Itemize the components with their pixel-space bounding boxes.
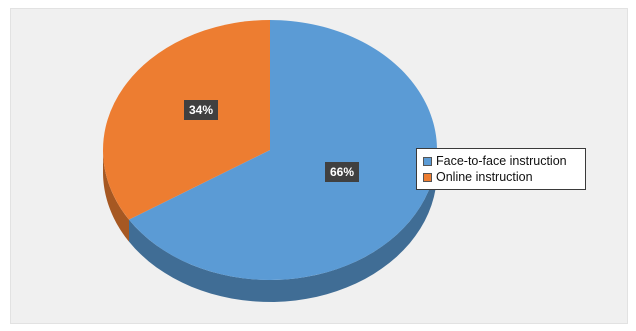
data-label-online: 34% — [184, 100, 218, 120]
legend-label-online: Online instruction — [436, 170, 533, 184]
legend-item-online: Online instruction — [423, 169, 579, 185]
legend-item-face-to-face: Face-to-face instruction — [423, 153, 579, 169]
legend-swatch-face-to-face — [423, 157, 432, 166]
legend-swatch-online — [423, 173, 432, 182]
data-label-face-to-face: 66% — [325, 162, 359, 182]
legend: Face-to-face instruction Online instruct… — [416, 148, 586, 190]
legend-label-face-to-face: Face-to-face instruction — [436, 154, 567, 168]
